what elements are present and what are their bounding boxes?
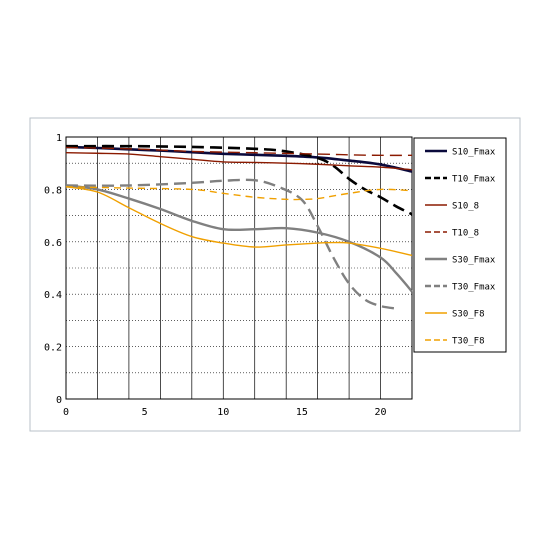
series-line-t30-f8 [65,186,413,201]
series-line-s30-fmax [65,184,413,293]
y-tick-label: 1 [56,133,62,144]
y-tick-label: 0 [56,395,62,406]
y-tick-label: 0.6 [44,238,62,249]
legend: S10_Fmax T10_Fmax S10_8 T10_8 S30_Fmax T30_Fm… [425,148,496,347]
x-tick-label: 0 [63,407,69,418]
legend-label-s10-fmax: S10_Fmax [452,148,496,158]
series-line-t10-fmax [65,144,413,216]
series-line-s30-f8 [65,186,413,257]
y-tick-label: 0.2 [44,343,62,354]
legend-label-t30-f8: T30_F8 [452,337,485,347]
legend-label-s30-f8: S30_F8 [452,310,485,320]
legend-label-s30-fmax: S30_Fmax [452,256,496,266]
legend-label-t10-8: T10_8 [452,229,479,239]
x-tick-label: 15 [296,407,308,418]
x-tick-label: 20 [375,407,387,418]
series-line-s10-8 [65,152,413,171]
series-line-t10-8 [65,146,413,157]
y-tick-label: 0.8 [44,185,62,196]
legend-label-t10-fmax: T10_Fmax [452,175,496,185]
legend-box [413,137,507,353]
legend-label-t30-fmax: T30_Fmax [452,283,496,293]
axis-ticks: 0 5 10 15 20 0 0.2 0.4 0.6 0.8 1 [44,133,387,418]
y-tick-label: 0.4 [44,290,62,301]
x-tick-label: 10 [217,407,229,418]
series-lines [65,144,413,310]
series-line-t30-fmax [65,178,397,310]
x-tick-label: 5 [142,407,148,418]
legend-label-s10-8: S10_8 [452,202,479,212]
